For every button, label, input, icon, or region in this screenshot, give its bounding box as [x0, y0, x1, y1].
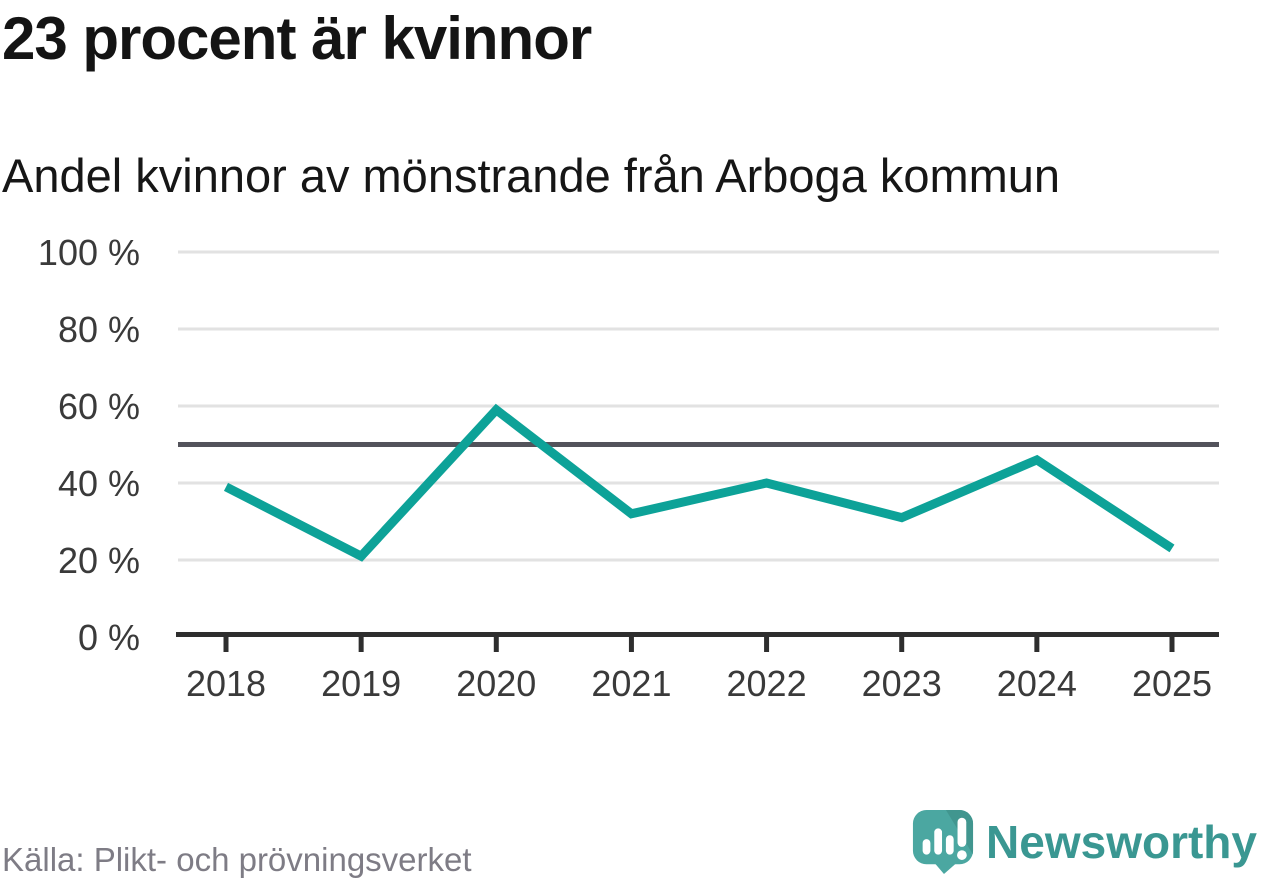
logo-bar-2: [934, 828, 943, 855]
logo-wordmark: Newsworthy: [986, 816, 1257, 868]
y-tick-label: 100 %: [38, 232, 140, 273]
newsworthy-speech-bubble-bar-chart-icon: [912, 810, 974, 874]
x-tick-label: 2018: [186, 663, 266, 704]
logo-exclamation-dot: [957, 850, 967, 860]
newsworthy-logo: Newsworthy: [911, 809, 1257, 875]
x-tick-label: 2022: [727, 663, 807, 704]
logo-exclamation-bar: [957, 817, 967, 847]
x-tick-label: 2019: [321, 663, 401, 704]
y-tick-label: 20 %: [58, 540, 140, 581]
y-tick-label: 60 %: [58, 386, 140, 427]
x-tick-label: 2020: [456, 663, 536, 704]
x-tick-label: 2023: [862, 663, 942, 704]
x-tick-label: 2024: [997, 663, 1077, 704]
page-title: 23 procent är kvinnor: [2, 5, 592, 72]
source-note: Källa: Plikt- och prövningsverket: [2, 841, 472, 878]
y-tick-label: 0 %: [78, 617, 140, 658]
logo-bar-3: [945, 835, 954, 855]
x-tick-label: 2021: [591, 663, 671, 704]
data-line: [223, 403, 1175, 562]
x-tick-label: 2025: [1132, 663, 1212, 704]
chart-subtitle: Andel kvinnor av mönstrande från Arboga …: [2, 149, 1061, 202]
logo-bar-1: [922, 839, 931, 855]
y-tick-label: 40 %: [58, 463, 140, 504]
y-tick-label: 80 %: [58, 309, 140, 350]
